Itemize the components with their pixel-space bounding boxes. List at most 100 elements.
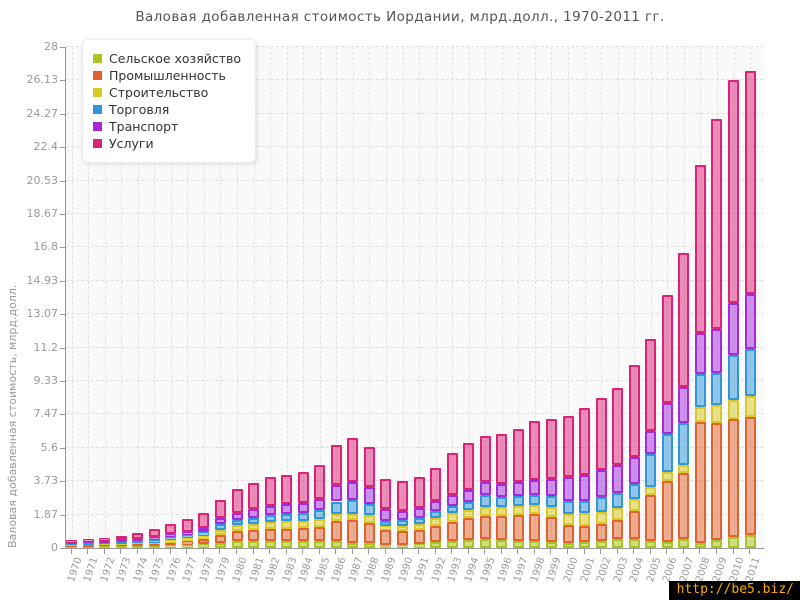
bar-segment-1993 (446, 541, 458, 548)
bar-segment-1986 (330, 540, 342, 548)
x-gridline (584, 47, 586, 548)
x-tick-mark (136, 549, 138, 554)
watermark-link[interactable]: http://be5.biz/ (668, 581, 800, 600)
bar-segment-1989 (380, 529, 392, 546)
bar-segment-1997 (512, 505, 524, 515)
bar-segment-1982 (264, 515, 276, 522)
bar-segment-2000 (562, 542, 574, 548)
x-tick-mark (633, 549, 635, 554)
bar-segment-2011 (744, 534, 756, 548)
y-tick-mark (60, 280, 65, 282)
y-tick-label: 22.4 (33, 140, 59, 154)
x-gridline (568, 47, 569, 548)
bar-segment-1989 (380, 509, 392, 521)
bar-segment-1977 (181, 531, 193, 536)
bar-segment-1974 (132, 538, 144, 541)
legend-swatch-icon (93, 139, 102, 148)
bar-segment-2002 (595, 540, 607, 548)
legend-swatch-icon (93, 105, 102, 114)
x-tick-mark (418, 549, 420, 554)
bar-segment-1973 (115, 540, 127, 543)
bar-segment-1981 (248, 530, 260, 542)
bar-segment-1990 (397, 510, 408, 520)
bar-segment-2005 (645, 540, 657, 548)
bar-segment-1985 (314, 518, 326, 527)
x-gridline (253, 47, 255, 548)
bar-segment-1976 (165, 539, 177, 543)
bar-segment-1978 (198, 544, 210, 548)
bar-segment-2011 (744, 293, 756, 350)
bar-segment-1989 (380, 520, 392, 526)
bar-segment-1994 (463, 518, 475, 540)
bar-segment-2009 (711, 404, 723, 423)
bar-segment-2002 (595, 524, 607, 541)
bar-segment-1992 (430, 500, 442, 511)
x-tick-mark (451, 549, 453, 554)
x-gridline (419, 47, 421, 548)
x-tick-mark (616, 549, 618, 554)
bar-segment-1994 (463, 443, 475, 490)
x-tick-mark (219, 549, 221, 554)
bar-segment-1973 (115, 544, 127, 547)
bar-segment-2005 (645, 431, 657, 454)
bar-segment-2009 (711, 372, 723, 405)
bar-segment-1983 (281, 474, 293, 505)
bar-segment-1979 (214, 534, 226, 543)
bar-segment-1976 (165, 537, 177, 540)
bar-segment-1998 (529, 504, 541, 515)
y-tick-label: 18.67 (26, 206, 59, 220)
y-tick-mark (60, 213, 65, 215)
y-tick-label: 13.07 (26, 307, 59, 321)
bar-segment-1980 (231, 541, 243, 548)
bar-segment-1996 (496, 433, 508, 484)
bar-segment-2010 (728, 419, 739, 538)
bar-segment-1985 (314, 510, 326, 519)
x-tick-mark (103, 549, 105, 554)
bar-segment-1984 (297, 541, 309, 548)
bar-segment-1994 (463, 501, 475, 510)
bar-segment-2009 (711, 118, 723, 329)
bar-segment-1996 (496, 497, 508, 507)
legend-swatch-icon (93, 54, 102, 63)
x-tick-mark (252, 549, 254, 554)
y-tick-mark (60, 514, 65, 516)
legend-item: Промышленность (93, 68, 241, 83)
y-tick-mark (60, 314, 65, 316)
x-tick-mark (517, 549, 519, 554)
bar-segment-2009 (711, 539, 723, 548)
bar-segment-1979 (214, 530, 226, 535)
y-tick-label: 20.53 (26, 173, 59, 187)
bar-segment-1990 (397, 530, 408, 545)
y-tick-label: 26.13 (26, 73, 59, 87)
bar-segment-1979 (214, 542, 226, 548)
bar-segment-1985 (314, 498, 326, 511)
bar-segment-1983 (281, 514, 293, 522)
legend-label: Строительство (109, 85, 209, 100)
y-tick-label: 0 (51, 541, 58, 554)
y-gridline (66, 212, 764, 214)
bar-segment-2008 (694, 542, 706, 548)
bar-segment-1991 (413, 544, 425, 548)
bar-segment-1972 (99, 546, 111, 548)
bar-segment-2010 (728, 537, 739, 548)
bar-segment-1997 (512, 496, 524, 506)
bar-segment-2011 (744, 349, 756, 396)
legend-swatch-icon (93, 71, 102, 80)
y-gridline (66, 413, 764, 415)
bar-segment-1975 (148, 529, 160, 538)
bar-segment-2004 (628, 483, 640, 500)
x-gridline (601, 47, 603, 548)
bar-segment-1977 (181, 541, 193, 545)
x-tick-mark (715, 549, 717, 554)
bar-segment-1998 (529, 514, 541, 542)
bar-segment-1992 (430, 518, 442, 526)
bar-segment-1987 (347, 481, 359, 500)
bar-segment-2001 (579, 541, 591, 548)
bar-segment-1995 (479, 539, 491, 548)
bar-segment-2006 (661, 294, 673, 404)
bar-segment-1995 (479, 482, 491, 495)
bar-segment-1981 (248, 517, 260, 524)
y-tick-mark (60, 80, 65, 82)
x-gridline (634, 47, 636, 548)
bar-segment-1992 (430, 541, 442, 548)
